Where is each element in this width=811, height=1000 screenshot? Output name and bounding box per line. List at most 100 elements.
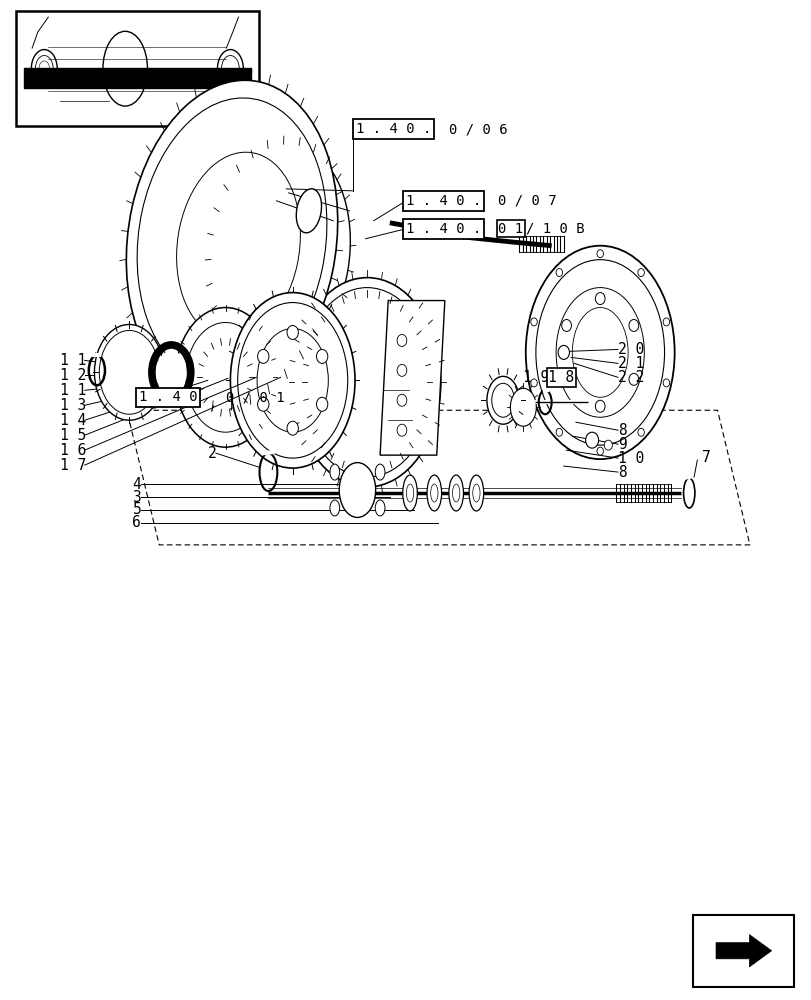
Ellipse shape (427, 475, 441, 511)
Circle shape (530, 318, 537, 326)
Circle shape (257, 397, 268, 411)
Ellipse shape (469, 475, 483, 511)
Polygon shape (380, 301, 444, 455)
Text: 1 9: 1 9 (523, 370, 549, 385)
Text: 8: 8 (617, 423, 626, 438)
Text: 3: 3 (132, 490, 141, 505)
Text: 1 4: 1 4 (60, 413, 87, 428)
Ellipse shape (329, 464, 339, 480)
Ellipse shape (211, 144, 350, 361)
Text: 1 0: 1 0 (617, 451, 643, 466)
Circle shape (585, 432, 598, 448)
Ellipse shape (510, 388, 535, 426)
Ellipse shape (257, 328, 328, 432)
Ellipse shape (94, 324, 164, 420)
Text: 1 8: 1 8 (547, 370, 574, 385)
Circle shape (561, 320, 571, 331)
Circle shape (530, 379, 537, 387)
Circle shape (316, 349, 328, 363)
Ellipse shape (137, 98, 327, 384)
Text: 1 3: 1 3 (60, 398, 87, 413)
Ellipse shape (300, 288, 433, 477)
Ellipse shape (535, 260, 663, 445)
Text: 2 0: 2 0 (617, 342, 643, 357)
Ellipse shape (186, 322, 265, 432)
Circle shape (663, 379, 669, 387)
Ellipse shape (448, 475, 463, 511)
Ellipse shape (402, 475, 417, 511)
Ellipse shape (175, 308, 276, 447)
Circle shape (594, 400, 604, 412)
Circle shape (663, 318, 669, 326)
Circle shape (637, 269, 644, 277)
Text: 5: 5 (132, 502, 141, 517)
Text: 1 2: 1 2 (60, 368, 87, 383)
Text: 8: 8 (617, 465, 626, 480)
Circle shape (596, 250, 603, 258)
Circle shape (316, 397, 328, 411)
Ellipse shape (230, 293, 354, 468)
Ellipse shape (487, 376, 519, 424)
Circle shape (397, 394, 406, 406)
Ellipse shape (556, 288, 643, 417)
Circle shape (397, 364, 406, 376)
Ellipse shape (293, 278, 440, 487)
Ellipse shape (375, 464, 384, 480)
Text: 1 . 4 0 .: 1 . 4 0 . (406, 194, 481, 208)
Circle shape (257, 349, 268, 363)
Text: 1 6: 1 6 (60, 443, 87, 458)
Text: / 1 0 B: / 1 0 B (525, 222, 584, 236)
Ellipse shape (156, 351, 187, 394)
Text: 1 7: 1 7 (60, 458, 87, 473)
Text: 0 / 0 7: 0 / 0 7 (498, 194, 556, 208)
Ellipse shape (375, 500, 384, 516)
Ellipse shape (176, 152, 300, 339)
Polygon shape (715, 935, 770, 967)
Ellipse shape (572, 308, 628, 397)
Ellipse shape (127, 80, 337, 401)
Circle shape (557, 345, 569, 359)
Ellipse shape (339, 463, 375, 517)
Ellipse shape (296, 189, 321, 233)
Circle shape (287, 325, 298, 339)
Bar (693, 915, 793, 987)
Circle shape (287, 421, 298, 435)
Circle shape (556, 269, 562, 277)
Text: 0 / 0 6: 0 / 0 6 (448, 122, 507, 136)
Text: 1 . 4 0: 1 . 4 0 (139, 390, 197, 404)
Ellipse shape (452, 484, 459, 502)
Text: 1 5: 1 5 (60, 428, 87, 443)
Text: 1 1: 1 1 (60, 353, 87, 368)
Ellipse shape (491, 383, 514, 417)
Text: 9: 9 (617, 437, 626, 452)
Text: 1 . 4 0 .: 1 . 4 0 . (406, 222, 481, 236)
Circle shape (603, 440, 611, 450)
Ellipse shape (238, 303, 347, 458)
Ellipse shape (430, 484, 437, 502)
Circle shape (596, 447, 603, 455)
Text: 7: 7 (702, 450, 710, 465)
Text: 2: 2 (208, 446, 217, 461)
Circle shape (629, 320, 638, 331)
Circle shape (556, 428, 562, 436)
Circle shape (629, 373, 638, 385)
Text: 0 / 0 1: 0 / 0 1 (225, 390, 284, 404)
Text: 6: 6 (132, 515, 141, 530)
Circle shape (397, 424, 406, 436)
Circle shape (637, 428, 644, 436)
Text: 0 1: 0 1 (498, 222, 523, 236)
Ellipse shape (525, 246, 674, 459)
Ellipse shape (406, 484, 413, 502)
Ellipse shape (472, 484, 479, 502)
Ellipse shape (329, 500, 339, 516)
Text: 2 2: 2 2 (617, 370, 643, 385)
Ellipse shape (683, 478, 694, 508)
Text: 4: 4 (132, 477, 141, 492)
Bar (16, 11, 259, 126)
Text: 2 1: 2 1 (617, 356, 643, 371)
Circle shape (561, 373, 571, 385)
Text: 1 1: 1 1 (60, 383, 87, 398)
Circle shape (397, 334, 406, 346)
Ellipse shape (99, 330, 159, 414)
Text: 1 . 4 0 .: 1 . 4 0 . (355, 122, 431, 136)
